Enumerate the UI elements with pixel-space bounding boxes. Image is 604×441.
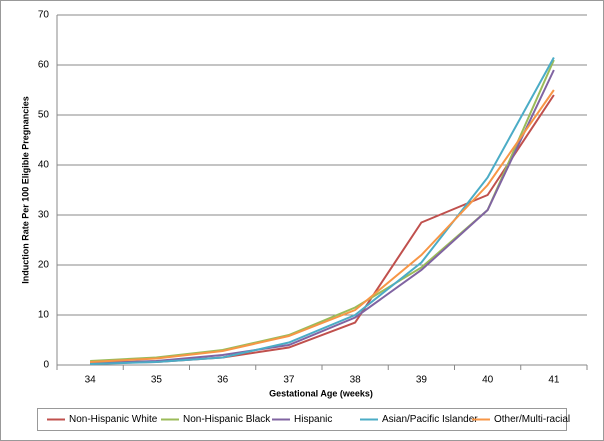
legend-label: Other/Multi-racial (494, 414, 570, 425)
series-line (90, 69, 555, 364)
y-tick-label: 30 (38, 210, 50, 221)
legend-label: Non-Hispanic White (69, 414, 158, 425)
y-tick-label: 10 (38, 310, 50, 321)
x-tick-label: 38 (350, 375, 362, 386)
legend-label: Hispanic (294, 414, 332, 425)
x-tick-label: 39 (416, 375, 428, 386)
x-tick-label: 35 (151, 375, 163, 386)
x-axis-label: Gestational Age (weeks) (269, 388, 373, 398)
series-line (90, 89, 555, 363)
y-axis-label: Induction Rate Per 100 Eligible Pregnanc… (20, 96, 30, 284)
legend-label: Non-Hispanic Black (183, 414, 271, 425)
series-line (90, 57, 555, 365)
x-tick-label: 34 (85, 375, 97, 386)
y-tick-label: 60 (38, 60, 50, 71)
x-tick-label: 41 (548, 375, 560, 386)
legend-box (37, 408, 567, 431)
x-tick-label: 37 (283, 375, 295, 386)
legend-label: Asian/Pacific Islander (382, 414, 478, 425)
y-tick-label: 70 (38, 10, 50, 21)
y-tick-label: 20 (38, 260, 50, 271)
x-tick-label: 36 (217, 375, 229, 386)
y-tick-label: 50 (38, 110, 50, 121)
y-tick-label: 0 (43, 360, 49, 371)
y-tick-label: 40 (38, 160, 50, 171)
x-tick-label: 40 (482, 375, 494, 386)
